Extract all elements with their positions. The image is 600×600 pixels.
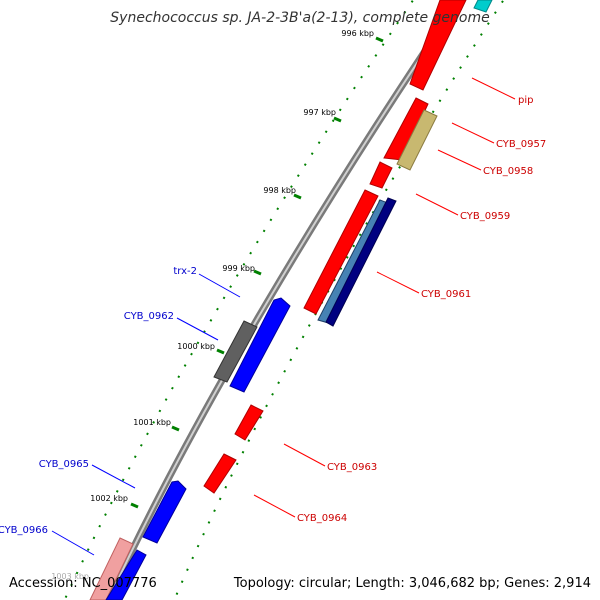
connector-cyb0959 [415, 193, 459, 216]
map-title: Synechococcus sp. JA-2-3B'a(2-13), compl… [110, 10, 489, 26]
gene-feature-cyb0966 [89, 537, 134, 600]
tick-label: 1003 kbp [51, 572, 89, 581]
tick-label: 996 kbp [341, 29, 374, 38]
gene-feature-cyb0961b [325, 197, 397, 327]
gene-label-pip: pip [518, 95, 533, 106]
tick-label: 1000 kbp [177, 342, 215, 351]
connector-cyb0961 [376, 271, 420, 294]
gene-feature-pip [409, 0, 467, 91]
gene-label-cyb0963: CYB_0963 [327, 462, 377, 473]
gene-label-cyb0962: CYB_0962 [124, 311, 174, 322]
gene-label-cyb0957: CYB_0957 [496, 139, 546, 150]
forward-strand-features [89, 297, 291, 600]
inner-tick-track [63, 0, 415, 600]
accession-text: Accession: NC_007776 [9, 576, 157, 591]
major-ticks [130, 36, 384, 509]
connector-cyb0966 [51, 530, 95, 556]
connector-cyb0958 [437, 149, 482, 171]
reverse-strand-features [203, 0, 493, 494]
tick-label: 1001 kbp [133, 418, 171, 427]
gene-feature-cyb0956 [473, 0, 493, 13]
gene-feature-cyb0962 [213, 320, 258, 383]
tick-labels: 996 kbp 997 kbp 998 kbp 999 kbp 1000 kbp… [51, 29, 374, 581]
label-connectors [51, 77, 516, 556]
connector-cyb0963 [283, 443, 326, 467]
major-tick [293, 193, 302, 200]
major-tick [216, 348, 225, 355]
tick-label: 997 kbp [303, 108, 336, 117]
gene-labels: pip CYB_0957 CYB_0958 CYB_0959 CYB_0961 … [0, 95, 546, 536]
gene-feature-cyb0964 [203, 453, 237, 494]
tick-label: 999 kbp [222, 264, 255, 273]
major-tick [333, 116, 342, 123]
gene-feature-cyb0967 [105, 549, 147, 600]
gene-label-cyb0959: CYB_0959 [460, 211, 510, 222]
major-tick [130, 502, 139, 509]
connector-cyb0962 [176, 317, 219, 341]
gene-feature-cyb0958 [396, 109, 438, 171]
connector-trx2 [198, 273, 241, 298]
major-tick [171, 425, 180, 432]
genome-backbone-highlight [107, 0, 461, 600]
connector-pip [471, 77, 516, 100]
gene-feature-cyb0959 [369, 161, 393, 189]
gene-feature-cyb0963 [234, 404, 264, 441]
gene-label-trx2: trx-2 [173, 266, 197, 277]
gene-label-cyb0966: CYB_0966 [0, 525, 48, 536]
gene-label-cyb0958: CYB_0958 [483, 166, 533, 177]
gene-label-cyb0964: CYB_0964 [297, 513, 347, 524]
gene-feature-cyb0960 [303, 189, 379, 315]
major-tick [375, 36, 384, 43]
tick-label: 998 kbp [263, 186, 296, 195]
summary-text: Topology: circular; Length: 3,046,682 bp… [233, 576, 591, 591]
connector-cyb0964 [253, 494, 296, 518]
connector-cyb0965 [91, 464, 136, 489]
gene-label-cyb0961: CYB_0961 [421, 289, 471, 300]
tick-label: 1002 kbp [90, 494, 128, 503]
connector-cyb0957 [451, 122, 495, 144]
gene-label-cyb0965: CYB_0965 [39, 459, 89, 470]
major-tick [253, 269, 262, 276]
gene-feature-cyb0965 [142, 480, 187, 544]
gene-feature-trx-2 [229, 297, 291, 393]
